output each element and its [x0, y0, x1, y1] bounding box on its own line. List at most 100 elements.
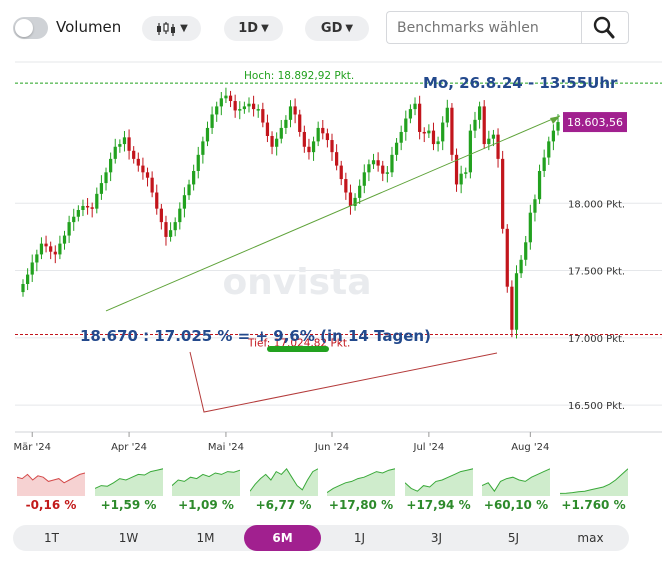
candle	[348, 184, 353, 215]
candle	[473, 111, 477, 139]
sparkline-line	[249, 467, 318, 492]
performance-1m[interactable]: +1,09 %	[171, 463, 241, 519]
performance-change: -0,16 %	[25, 498, 77, 512]
candle	[422, 127, 426, 143]
price-chart[interactable]: onvista Hoch: 18.892,92 Pkt.Tief: 17.024…	[0, 55, 665, 460]
candle	[307, 138, 311, 160]
tab-1w[interactable]: 1W	[118, 531, 139, 545]
volume-toggle[interactable]	[13, 17, 48, 39]
sparkline	[481, 468, 551, 496]
sparkline-area	[249, 468, 318, 496]
candle	[256, 104, 260, 118]
candle	[155, 184, 159, 215]
sparkline	[326, 468, 396, 496]
tab-3j[interactable]: 3J	[430, 531, 443, 545]
x-tick-label: Aug '24	[511, 442, 549, 453]
candlestick-icon	[157, 21, 176, 36]
candle	[288, 100, 293, 128]
sparkline-line	[559, 468, 628, 494]
tab-1m[interactable]: 1M	[196, 531, 215, 545]
candle	[436, 136, 440, 152]
performance-change: +17,80 %	[328, 498, 394, 512]
sparkline-area	[17, 473, 85, 496]
candle	[35, 249, 39, 272]
y-tick-label: 18.000 Pkt.	[568, 199, 625, 210]
annotation-marker	[267, 346, 329, 352]
tab-6m[interactable]: 6M	[244, 525, 321, 551]
candle	[362, 164, 366, 194]
x-tick-label: Mär '24	[13, 442, 51, 453]
last-value-badge	[563, 112, 627, 133]
trend-arrow-head	[550, 116, 560, 124]
candle	[99, 175, 104, 200]
candle	[408, 104, 413, 124]
candle	[284, 115, 288, 134]
performance-1w[interactable]: +1,59 %	[94, 463, 163, 519]
candle	[339, 160, 343, 186]
candle	[464, 167, 468, 179]
interval-dropdown[interactable]: 1D ▼	[224, 16, 283, 41]
candle	[76, 205, 80, 222]
candle	[477, 101, 482, 129]
candle	[210, 106, 214, 134]
candle	[524, 235, 528, 266]
performance-1t[interactable]: -0,16 %	[16, 463, 86, 519]
candle	[496, 128, 500, 168]
performance-6m[interactable]: +6,77 %	[249, 463, 318, 519]
candle	[325, 128, 330, 148]
candle	[62, 230, 67, 250]
candle	[459, 165, 463, 194]
y-tick-label: 16.500 Pkt.	[568, 401, 625, 412]
candle	[145, 167, 150, 187]
candle	[367, 159, 371, 182]
candle	[118, 139, 122, 153]
candle	[404, 110, 408, 141]
candle	[127, 129, 131, 160]
candle	[390, 146, 394, 178]
performance-3j[interactable]: +17,94 %	[404, 463, 473, 519]
x-tick-label: Jun '24	[314, 442, 349, 453]
candle	[311, 136, 316, 161]
candle	[228, 90, 233, 108]
performance-change: +1.760 %	[561, 498, 626, 512]
benchmark-search-input[interactable]	[386, 11, 581, 44]
sparkline	[249, 467, 318, 496]
candle	[344, 172, 348, 200]
candle	[90, 202, 94, 218]
candle	[399, 125, 403, 151]
performance-1j[interactable]: +17,80 %	[326, 463, 396, 519]
trend-line-up	[105, 115, 561, 312]
candle	[413, 97, 417, 116]
candle	[468, 124, 472, 179]
candle	[178, 202, 182, 230]
candle	[81, 199, 85, 217]
tab-1j[interactable]: 1J	[353, 531, 366, 545]
chevron-down-icon: ▼	[180, 23, 188, 34]
tab-1t[interactable]: 1T	[44, 531, 59, 545]
average-dropdown[interactable]: GD ▼	[305, 16, 369, 41]
candle	[501, 150, 505, 234]
high-label: Hoch: 18.892,92 Pkt.	[244, 70, 354, 82]
candle	[528, 204, 532, 250]
candle	[394, 138, 399, 161]
chart-type-dropdown[interactable]: ▼	[142, 16, 201, 41]
candle	[85, 198, 90, 215]
search-button[interactable]	[581, 11, 629, 44]
candle	[39, 237, 44, 260]
sparkline-area	[172, 470, 240, 496]
sparkline-area	[327, 468, 395, 496]
tab-5j[interactable]: 5J	[507, 531, 520, 545]
candle	[510, 280, 514, 338]
x-tick-label: Apr '24	[111, 442, 147, 453]
candle	[385, 166, 389, 183]
candle	[44, 235, 48, 253]
performance-5j[interactable]: +60,10 %	[481, 463, 551, 519]
performance-change: +1,09 %	[178, 498, 234, 512]
toggle-knob	[15, 19, 33, 37]
candle	[279, 119, 283, 144]
candle	[542, 149, 546, 178]
performance-max[interactable]: +1.760 %	[559, 463, 628, 519]
last-value-label: 18.603,56	[567, 116, 623, 129]
tab-max[interactable]: max	[577, 531, 604, 545]
y-axis: 16.500 Pkt. 17.000 Pkt. 17.500 Pkt. 18.000 …	[568, 199, 625, 412]
